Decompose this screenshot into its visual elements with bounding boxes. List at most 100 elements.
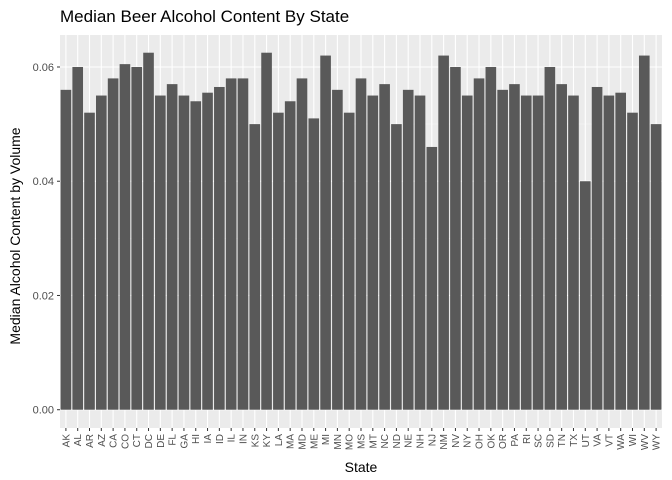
x-tick-label: CA: [109, 434, 120, 448]
x-tick-label: AK: [61, 434, 72, 448]
x-tick-label: VA: [593, 434, 604, 447]
x-tick-label: CT: [132, 434, 143, 447]
bar-ms: [355, 78, 367, 410]
x-tick-label: MS: [357, 434, 368, 449]
bar-ma: [284, 101, 296, 410]
x-tick-label: AR: [85, 434, 96, 448]
x-tick-label: WA: [616, 434, 627, 450]
y-axis-title: Median Alcohol Content by Volume: [7, 127, 23, 344]
x-tick-label: SC: [534, 434, 545, 448]
bar-mt: [367, 95, 379, 410]
bar-ny: [461, 95, 473, 410]
x-tick-label: PA: [510, 434, 521, 447]
x-tick-label: MN: [333, 434, 344, 450]
x-tick-label: ID: [215, 434, 226, 444]
bar-va: [591, 86, 603, 410]
bar-ia: [202, 92, 213, 410]
bar-hi: [190, 101, 202, 410]
bar-ga: [178, 95, 190, 410]
bar-in: [237, 78, 249, 410]
bar-mo: [343, 112, 355, 410]
bar-la: [273, 112, 284, 410]
bar-ky: [261, 52, 272, 410]
bar-ar: [84, 112, 95, 410]
bar-sd: [544, 66, 556, 410]
bars: [60, 52, 662, 410]
x-tick-label: ME: [309, 434, 320, 449]
x-tick-label: NE: [404, 434, 415, 448]
bar-wi: [627, 112, 638, 410]
bar-nj: [426, 146, 438, 410]
x-tick-label: TX: [569, 434, 580, 447]
bar-me: [308, 118, 320, 410]
bar-tx: [568, 95, 579, 410]
x-tick-label: AZ: [97, 434, 108, 447]
x-tick-label: MO: [345, 434, 356, 450]
x-tick-label: NC: [380, 434, 391, 448]
x-tick-label: WV: [640, 434, 651, 450]
x-tick-label: NJ: [427, 434, 438, 446]
bar-de: [155, 95, 166, 410]
bar-ri: [520, 95, 532, 410]
bar-ak: [60, 89, 72, 410]
x-tick-label: CO: [120, 434, 131, 449]
bar-nc: [379, 84, 390, 410]
bar-wv: [638, 55, 650, 410]
y-tick-label: 0.00: [33, 405, 54, 417]
x-tick-label: VT: [604, 434, 615, 447]
x-tick-label: NM: [439, 434, 450, 450]
y-tick-label: 0.02: [33, 290, 54, 302]
bar-tn: [556, 84, 567, 410]
bar-wa: [615, 92, 626, 410]
bar-fl: [166, 84, 178, 410]
x-tick-label: HI: [191, 434, 202, 444]
x-tick-label: ND: [392, 434, 403, 448]
x-tick-label: NH: [416, 434, 427, 448]
bar-nd: [391, 124, 402, 410]
bar-ks: [249, 124, 261, 410]
x-tick-label: IN: [238, 434, 249, 444]
x-tick-label: NV: [451, 434, 462, 448]
x-tick-label: KY: [262, 434, 273, 448]
bar-wy: [650, 124, 662, 410]
x-tick-label: DC: [144, 434, 155, 448]
bar-ne: [402, 89, 414, 410]
x-tick-label: MI: [321, 434, 332, 445]
bar-nh: [414, 95, 426, 410]
x-tick-label: TN: [557, 434, 568, 447]
x-tick-label: LA: [274, 434, 285, 447]
x-tick-label: SD: [545, 434, 556, 448]
bar-pa: [509, 84, 520, 410]
bar-mi: [320, 55, 331, 410]
x-tick-label: WI: [628, 434, 639, 446]
x-tick-label: MD: [297, 434, 308, 450]
bar-nm: [438, 55, 449, 410]
x-tick-label: OK: [486, 434, 497, 449]
x-tick-label: UT: [581, 434, 592, 447]
bar-dc: [143, 52, 154, 410]
bar-nv: [450, 66, 461, 410]
x-tick-label: DE: [156, 434, 167, 448]
bar-vt: [603, 95, 615, 410]
bar-md: [296, 78, 308, 410]
x-tick-label: OR: [498, 434, 509, 449]
bar-ca: [107, 78, 119, 410]
x-tick-label: MA: [286, 434, 297, 449]
x-tick-label: IA: [203, 434, 214, 444]
x-tick-label: WY: [652, 434, 663, 450]
bar-mn: [332, 89, 343, 410]
bar-sc: [532, 95, 544, 410]
bar-al: [72, 66, 84, 410]
bar-id: [214, 86, 225, 410]
chart-title: Median Beer Alcohol Content By State: [60, 7, 349, 26]
y-axis: 0.00 0.02 0.04 0.06: [33, 62, 60, 417]
x-tick-label: GA: [179, 434, 190, 449]
x-tick-label: IL: [227, 434, 238, 443]
x-axis-title: State: [345, 459, 378, 475]
y-tick-label: 0.04: [33, 176, 54, 188]
x-axis: AK AL AR AZ CA CO CT DC DE FL GA HI IA ID IL IN KS KY LA MA…: [61, 428, 663, 450]
bar-or: [497, 89, 508, 410]
y-tick-label: 0.06: [33, 62, 54, 74]
x-tick-label: AL: [73, 434, 84, 447]
